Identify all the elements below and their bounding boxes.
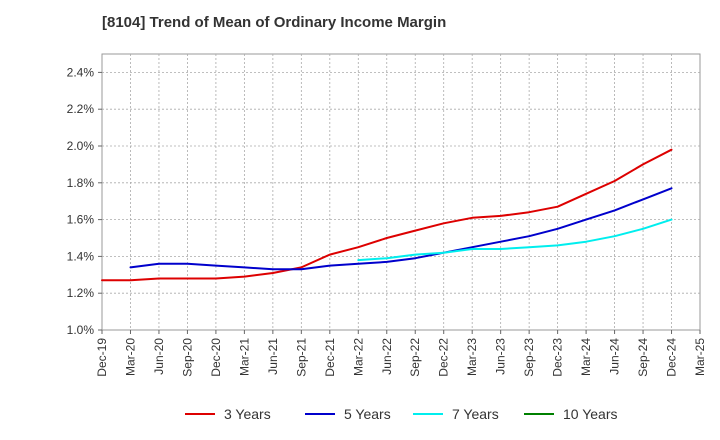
- x-tick-label: Mar-24: [579, 338, 593, 376]
- chart-title: [8104] Trend of Mean of Ordinary Income …: [102, 14, 447, 31]
- y-tick-label: 1.4%: [67, 249, 95, 263]
- legend-label-7-years: 7 Years: [452, 406, 499, 422]
- x-tick-label: Jun-24: [608, 338, 622, 375]
- x-tick-label: Jun-20: [152, 338, 166, 375]
- x-tick-label: Mar-25: [693, 338, 707, 376]
- plot-area: [101, 53, 701, 331]
- x-tick-label: Dec-24: [665, 338, 679, 377]
- x-tick-label: Mar-20: [123, 338, 137, 376]
- series-line-5-years: [129, 187, 673, 271]
- x-tick-label: Jun-22: [380, 338, 394, 375]
- series-lines: [101, 148, 673, 282]
- y-tick-label: 1.6%: [67, 213, 95, 227]
- x-tick-label: Sep-24: [636, 338, 650, 377]
- x-tick-label: Dec-23: [551, 338, 565, 377]
- x-tick-label: Dec-22: [437, 338, 451, 377]
- x-tick-label: Dec-21: [323, 338, 337, 377]
- x-tick-label: Sep-23: [522, 338, 536, 377]
- y-tick-label: 1.0%: [67, 323, 95, 337]
- y-tick-label: 1.8%: [67, 176, 95, 190]
- x-tick-label: Sep-20: [180, 338, 194, 377]
- y-tick-label: 2.0%: [67, 139, 95, 153]
- axes: 1.0% 1.2% 1.4% 1.6% 1.8% 2.0% 2.2% 2.4% Dec-19 Ma…: [67, 65, 707, 376]
- y-tick-label: 1.2%: [67, 286, 95, 300]
- legend: 3 Years 5 Years 7 Years 10 Years: [185, 406, 618, 422]
- y-tick-label: 2.4%: [67, 65, 95, 79]
- x-tick-label: Sep-22: [408, 338, 422, 377]
- x-tick-label: Sep-21: [294, 338, 308, 377]
- x-tick-label: Jun-23: [494, 338, 508, 375]
- x-tick-label: Mar-21: [237, 338, 251, 376]
- legend-label-10-years: 10 Years: [563, 406, 618, 422]
- x-tick-label: Dec-19: [95, 338, 109, 377]
- x-tick-label: Mar-23: [465, 338, 479, 376]
- series-line-3-years: [101, 148, 673, 282]
- legend-label-3-years: 3 Years: [224, 406, 271, 422]
- x-tick-label: Jun-21: [266, 338, 280, 375]
- legend-label-5-years: 5 Years: [344, 406, 391, 422]
- grid: [101, 53, 701, 331]
- y-tick-label: 2.2%: [67, 102, 95, 116]
- series-line-7-years: [357, 218, 673, 262]
- x-tick-label: Mar-22: [351, 338, 365, 376]
- x-tick-label: Dec-20: [209, 338, 223, 377]
